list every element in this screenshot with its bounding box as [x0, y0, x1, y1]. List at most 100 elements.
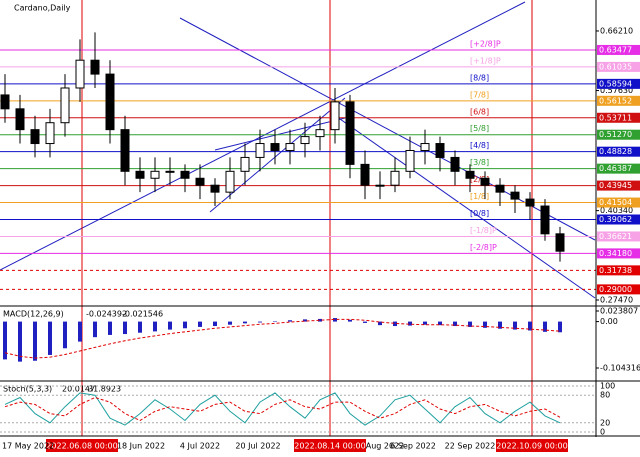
y-tick-label: 0.00	[600, 317, 618, 326]
y-tick-label: 20	[600, 418, 610, 427]
price-box-label: 0.34180	[599, 249, 632, 258]
candle-body	[360, 163, 370, 186]
candle-body	[75, 59, 85, 89]
murray-label: [+1/8]P	[470, 56, 501, 65]
price-box	[597, 129, 640, 140]
murray-label: [8/8]	[470, 73, 489, 82]
x-tick-label: 17 May 2022	[2, 442, 54, 451]
candle-body	[60, 87, 70, 124]
price-box	[597, 180, 640, 191]
candle-body	[525, 198, 535, 207]
macd-bar	[18, 321, 22, 362]
macd-bar	[333, 318, 337, 322]
stoch-line	[4, 392, 561, 426]
candle-body	[315, 129, 325, 138]
candle-body	[480, 177, 490, 186]
macd-bar	[243, 321, 247, 324]
marker-box	[294, 439, 366, 452]
x-tick-label: 4 Jul 2022	[180, 442, 220, 451]
candle-body	[420, 143, 430, 151]
price-box-label: 0.29000	[599, 285, 632, 294]
price-box	[597, 284, 640, 295]
macd-bar	[228, 321, 232, 325]
price-box	[597, 95, 640, 106]
macd-bar	[168, 321, 172, 330]
macd-bar	[423, 321, 427, 325]
macd-bar	[48, 321, 52, 355]
trend-line	[0, 1, 526, 271]
murray-label: [5/8]	[470, 124, 489, 133]
marker-label: 2022.08.14 00:00	[294, 442, 365, 451]
candle-body	[555, 233, 565, 252]
macd-bar	[378, 321, 382, 326]
macd-bar	[498, 321, 502, 329]
price-box-label: 0.51270	[599, 130, 632, 139]
macd-bar	[288, 320, 292, 322]
macd-bar	[93, 321, 97, 338]
price-box-label: 0.56152	[599, 96, 632, 105]
macd-bar	[123, 321, 127, 335]
price-box	[597, 61, 640, 72]
macd-bar	[408, 321, 412, 326]
macd-bar	[513, 321, 517, 330]
y-tick-label: 0.57630	[600, 86, 633, 95]
macd-bar	[183, 321, 187, 329]
macd-bar	[528, 321, 532, 331]
macd-bar	[153, 321, 157, 332]
y-tick-label: -0.104316	[600, 364, 640, 373]
x-tick-label: Aug 2022	[366, 442, 405, 451]
price-box-label: 0.53711	[599, 113, 632, 122]
candle-body	[345, 101, 355, 165]
candle-body	[255, 143, 265, 158]
price-box	[597, 197, 640, 208]
x-tick-label: 20 Jul 2022	[235, 442, 280, 451]
macd-bar	[33, 321, 37, 361]
macd-bar	[213, 321, 217, 327]
candle-body	[300, 136, 310, 145]
indicator-value: -0.024392	[86, 310, 127, 319]
candle-body	[45, 122, 55, 145]
candle-body	[105, 73, 115, 131]
x-tick-label: 22 Sep 2022	[445, 442, 496, 451]
macd-bar	[78, 321, 82, 342]
marker-box	[496, 439, 568, 452]
marker-box	[46, 439, 118, 452]
macd-bar	[273, 321, 277, 322]
signal-line	[4, 318, 561, 359]
candle-body	[90, 59, 100, 75]
x-tick-label: 6 Sep 2022	[390, 442, 436, 451]
murray-label: [-1/8]P	[470, 226, 497, 235]
price-box	[597, 231, 640, 242]
murray-label: [0/8]	[470, 209, 489, 218]
macd-bar	[468, 321, 472, 327]
y-tick-label: 0.27470	[600, 296, 633, 305]
macd-bar	[438, 321, 442, 326]
indicator-value: 20.0147	[62, 385, 95, 394]
price-box	[597, 248, 640, 259]
price-box	[597, 265, 640, 276]
indicator-value: -0.021546	[122, 310, 163, 319]
price-box-label: 0.46387	[599, 164, 632, 173]
price-box-label: 0.58594	[599, 79, 632, 88]
indicator-value: 31.8923	[88, 385, 121, 394]
y-tick-label: 0	[600, 428, 605, 437]
candle-body	[540, 205, 550, 235]
candle-body	[180, 170, 190, 179]
trend-line	[214, 117, 346, 151]
price-box-label: 0.61035	[599, 62, 632, 71]
macd-bar	[483, 321, 487, 328]
candle-body	[450, 156, 460, 172]
murray-label: [2/8]	[470, 175, 489, 184]
price-box-label: 0.36621	[599, 232, 632, 241]
macd-bar	[303, 319, 307, 322]
y-tick-label: 100	[600, 382, 615, 391]
price-box	[597, 78, 640, 89]
candle-body	[240, 156, 250, 172]
y-tick-label: 0.40340	[600, 206, 633, 215]
candle-body	[510, 191, 520, 200]
price-box-label: 0.48828	[599, 147, 632, 156]
murray-label: [3/8]	[470, 158, 489, 167]
price-box-label: 0.39062	[599, 215, 632, 224]
x-tick-label: 18 Jun 2022	[117, 442, 165, 451]
